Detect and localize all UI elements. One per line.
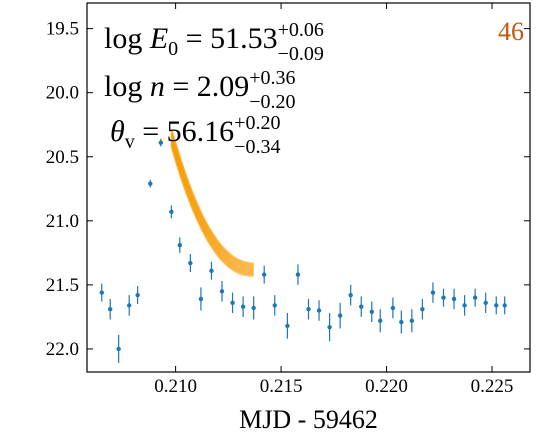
model-curve [170,139,254,273]
model-curve [170,136,254,271]
data-point [169,209,174,215]
model-band-group [170,128,254,277]
model-curve [170,128,254,265]
data-point [272,303,277,308]
data-point [472,295,478,300]
data-point [420,307,425,312]
data-point [209,268,214,273]
data-point [451,296,457,302]
data-points-group [99,138,507,364]
model-curve [170,138,254,272]
data-point [126,303,132,308]
data-point [240,304,246,309]
data-point [502,303,507,308]
model-curve [170,144,254,276]
data-point [108,307,113,312]
data-point [483,300,488,306]
data-point [285,323,290,329]
data-point [99,290,104,295]
data-point [409,318,415,323]
model-curve [170,131,254,267]
data-point [494,303,499,308]
x-tick-label: 0.225 [471,376,514,397]
y-tick-label: 21.5 [46,275,79,296]
model-curve [170,129,254,265]
model-curve [170,142,254,274]
model-curve [170,134,254,269]
data-point [390,305,396,311]
model-curve [170,145,254,277]
panel-number: 46 [498,17,524,46]
data-point [158,140,164,145]
y-tick-label: 20.5 [46,147,79,168]
annotation-line: log E0 = 51.53+0.06 −0.09 [104,19,324,65]
model-curve [170,140,254,274]
data-point [348,292,353,298]
model-curve [170,143,254,275]
model-curve [170,135,254,270]
data-point [219,289,225,294]
model-curve [170,146,254,277]
data-point [135,292,140,298]
model-curve [170,133,254,268]
data-point [251,305,256,311]
data-point [359,304,364,309]
model-curve [170,137,254,271]
x-axis-label: MJD - 59462 [239,405,378,434]
y-axis-ticks: 19.5 20.0 20.5 21.0 21.5 22.0 [46,19,530,360]
data-point [369,309,374,314]
model-curve [170,132,254,268]
y-tick-label: 22.0 [46,339,79,360]
data-point [327,324,332,330]
annotation-line: θv = 56.16+0.20 −0.34 [110,112,280,158]
x-tick-label: 0.215 [260,376,303,397]
y-tick-label: 19.5 [46,19,79,40]
data-point [198,296,204,302]
model-curve [170,130,254,266]
data-point [430,290,436,295]
data-point [148,181,153,186]
data-point [116,346,121,352]
annotation-line: log n = 2.09+0.36 −0.20 [104,67,296,113]
data-point [177,242,183,248]
data-point [230,300,235,306]
data-point [337,313,343,318]
y-tick-label: 20.0 [46,83,79,104]
data-point [462,303,467,308]
data-point [188,260,193,266]
data-point [399,319,404,325]
data-point [295,272,301,277]
data-point [306,307,311,312]
y-tick-label: 21.0 [46,211,79,232]
data-point [316,308,322,313]
data-point [378,318,383,323]
data-point [441,295,446,300]
x-tick-label: 0.210 [154,376,197,397]
plot-frame [86,2,531,373]
x-axis-ticks: 0.210 0.215 0.220 0.225 [154,3,513,397]
data-point [262,272,267,277]
x-tick-label: 0.220 [365,376,408,397]
